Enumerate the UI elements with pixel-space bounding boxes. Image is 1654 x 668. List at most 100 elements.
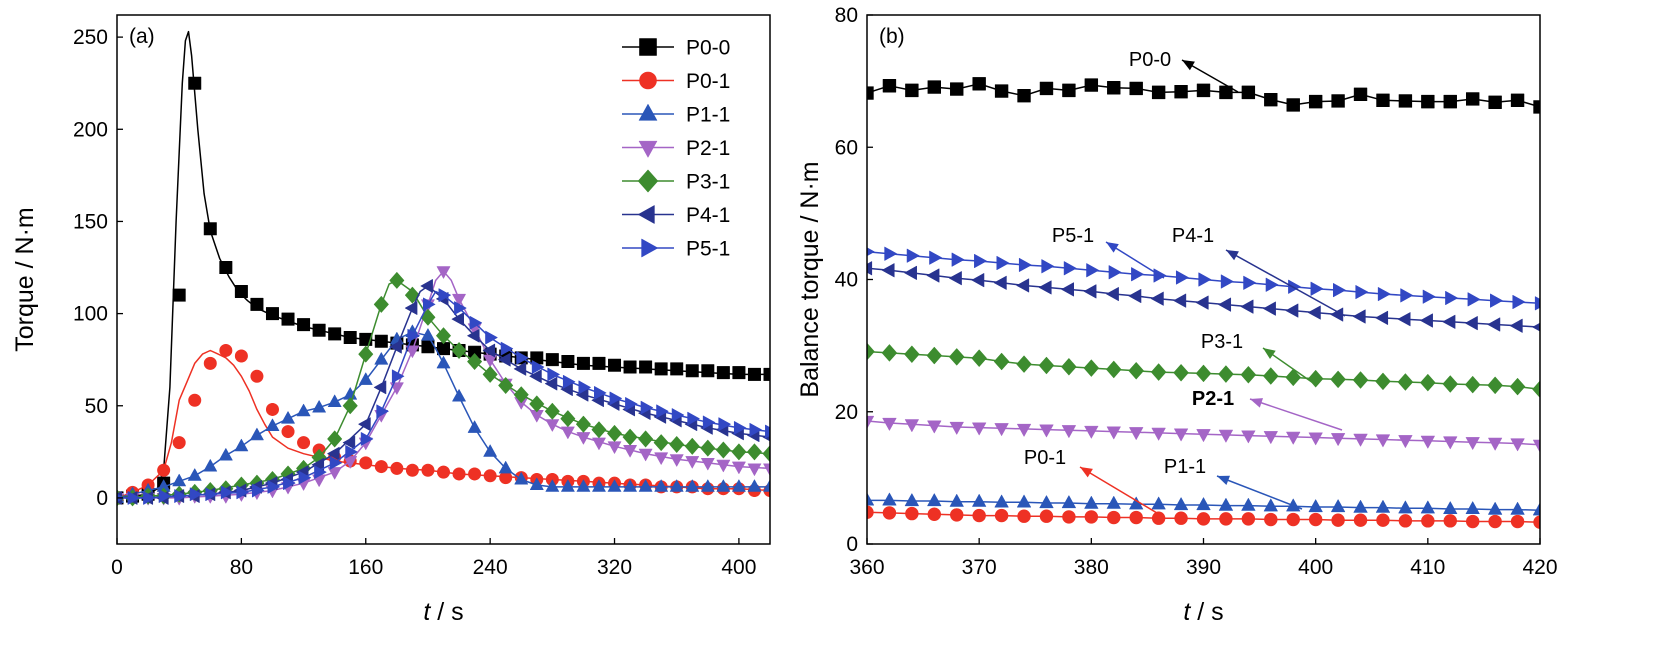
data-point [343, 456, 358, 469]
annotation-arrow-head [1250, 398, 1263, 408]
data-point [436, 327, 451, 345]
data-point [762, 445, 770, 463]
data-point [390, 382, 404, 395]
data-point [358, 372, 373, 385]
data-point [608, 358, 622, 372]
data-point [158, 489, 172, 503]
data-point [993, 352, 1010, 371]
data-point [881, 263, 895, 278]
data-point [1512, 294, 1526, 310]
data-point [438, 288, 451, 302]
plot-area [867, 77, 1540, 529]
series-P4-1 [867, 261, 1540, 333]
data-point [468, 467, 482, 481]
data-point [1331, 499, 1346, 513]
data-point [732, 479, 746, 492]
data-point [994, 423, 1009, 436]
data-point [718, 417, 731, 432]
annotation-P4-1: P4-1 [1172, 225, 1346, 317]
data-point [927, 80, 941, 94]
data-point [1263, 431, 1278, 444]
data-point [1084, 425, 1099, 439]
data-point [483, 469, 497, 483]
legend-label: P0-1 [686, 70, 730, 93]
data-point [1465, 376, 1481, 394]
data-point [640, 400, 654, 415]
data-point [296, 403, 311, 417]
data-point [1465, 316, 1478, 331]
data-point [376, 404, 389, 419]
data-point [881, 344, 898, 362]
data-point [1352, 371, 1369, 389]
data-point [1465, 501, 1480, 515]
data-point [1488, 95, 1502, 109]
data-point [342, 435, 356, 450]
y-tick-label: 50 [85, 395, 108, 418]
x-tick-label: 240 [473, 556, 508, 579]
data-point [203, 356, 217, 370]
annotation-arrow-line [1079, 466, 1163, 517]
data-point [529, 395, 545, 413]
data-point [575, 415, 591, 433]
data-point [701, 364, 715, 378]
data-point [1173, 364, 1189, 382]
data-point [281, 411, 295, 424]
data-point [544, 376, 558, 391]
data-point [1465, 437, 1480, 450]
data-point [1443, 436, 1458, 450]
annotation-label: P5-1 [1052, 225, 1094, 247]
data-point [451, 342, 467, 359]
data-point [700, 439, 716, 457]
data-point [561, 355, 575, 369]
data-point [1397, 312, 1411, 327]
data-point [531, 360, 545, 374]
data-point [994, 508, 1009, 523]
data-point [906, 248, 920, 263]
data-point [1016, 355, 1032, 373]
data-point [670, 362, 684, 376]
data-point [265, 402, 279, 416]
x-axis-label: t / s [423, 598, 463, 626]
data-point [972, 508, 986, 523]
data-point [468, 345, 482, 359]
data-point [1218, 497, 1233, 511]
data-point [1017, 494, 1032, 508]
data-point [1018, 257, 1032, 272]
data-point [1084, 78, 1099, 92]
legend-item-P0-0: P0-0 [622, 37, 730, 60]
data-point [1443, 501, 1458, 515]
annotation-arrow-head [1217, 475, 1230, 485]
data-point [250, 427, 264, 441]
data-point [1041, 259, 1055, 274]
legend-item-P4-1: P4-1 [622, 204, 730, 227]
data-point [1443, 94, 1457, 109]
data-point [1196, 512, 1211, 526]
data-point [1442, 375, 1458, 393]
data-point [328, 327, 342, 341]
data-point [1332, 283, 1346, 298]
data-point [454, 301, 467, 315]
data-point [1039, 81, 1054, 96]
series-P2-1 [867, 415, 1540, 453]
data-point [329, 456, 343, 470]
data-point [1308, 305, 1321, 320]
data-point [544, 402, 560, 420]
data-point [763, 367, 770, 381]
data-point [283, 476, 296, 490]
data-point [905, 83, 919, 98]
data-point [143, 491, 156, 505]
data-point [971, 273, 985, 288]
data-point [404, 301, 418, 315]
data-point [467, 328, 480, 343]
data-point [1400, 288, 1414, 303]
data-point [716, 366, 730, 380]
data-point [1128, 362, 1144, 380]
data-point [591, 421, 607, 439]
legend-marker [639, 71, 657, 90]
data-point [1288, 279, 1301, 294]
data-point [950, 508, 964, 522]
series-line [117, 279, 770, 499]
data-point [607, 425, 622, 442]
data-point [562, 374, 576, 389]
annotation-P3-1: P3-1 [1201, 331, 1317, 386]
